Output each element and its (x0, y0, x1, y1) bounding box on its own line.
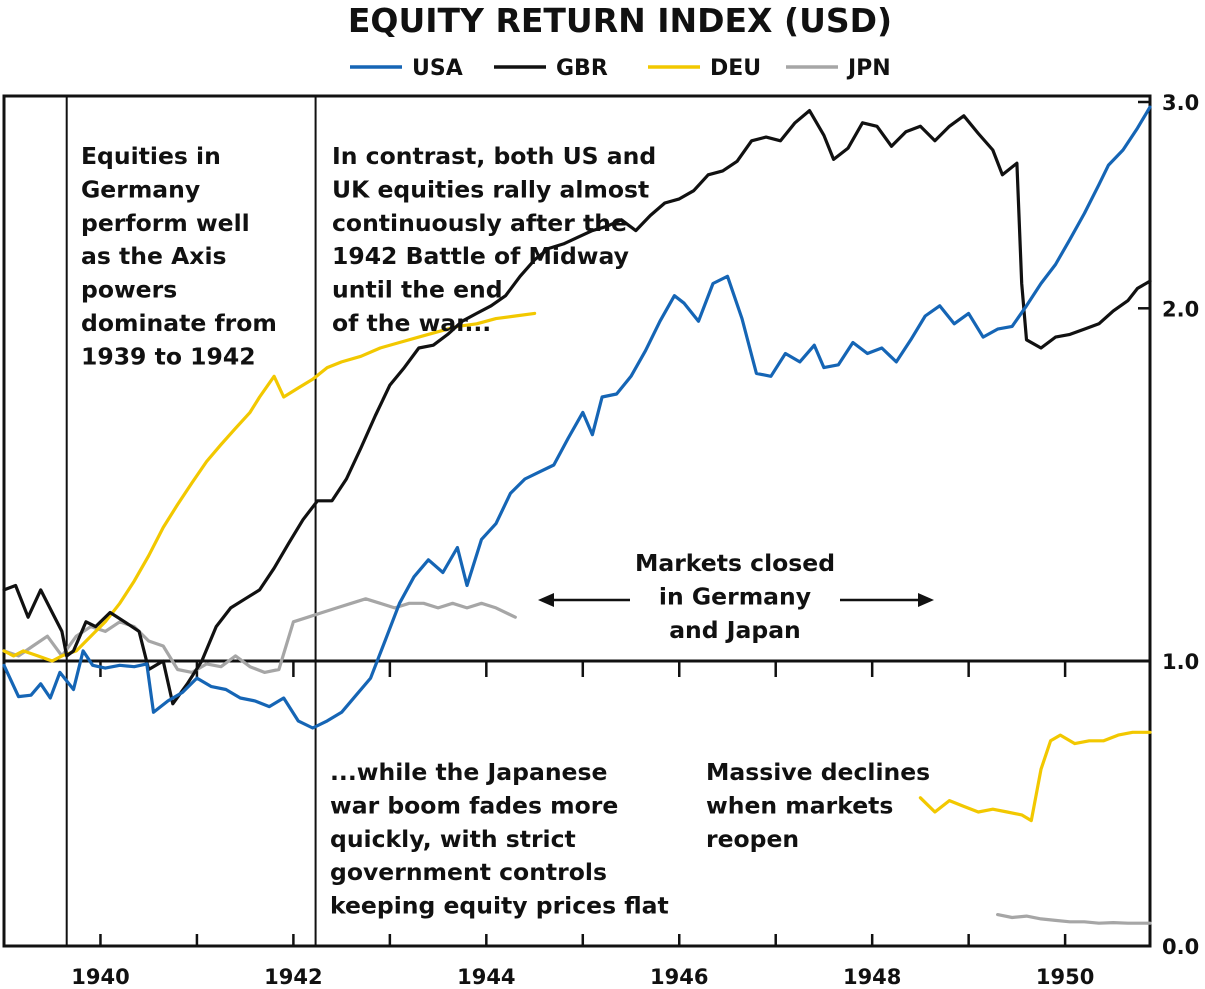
x-tick-label-1946: 1946 (650, 965, 708, 989)
markets-closed-note-line-3: and Japan (669, 616, 801, 644)
japan-boom-note: ...while the Japanese war boom fades more… (330, 758, 669, 920)
x-tick-label-1944: 1944 (457, 965, 515, 989)
markets-closed-arrows (538, 593, 934, 607)
y-tick-label-1.0: 1.0 (1162, 650, 1199, 674)
massive-declines-note-line-2: when markets (706, 791, 893, 819)
axis-powers-note-line-7: 1939 to 1942 (81, 342, 256, 370)
right-arrow-head (918, 593, 934, 607)
legend-label-usa: USA (412, 56, 463, 81)
japan-boom-note-line-2: war boom fades more (330, 791, 618, 819)
legend-label-jpn: JPN (846, 56, 891, 81)
japan-boom-note-line-5: keeping equity prices flat (330, 892, 669, 920)
rally-note-line-3: continuously after the (332, 209, 627, 237)
legend-label-deu: DEU (710, 56, 761, 81)
series-line-usa (2, 105, 1152, 730)
chart-title: EQUITY RETURN INDEX (USD) (348, 1, 892, 40)
legend-label-gbr: GBR (556, 56, 608, 81)
axis-powers-note-line-5: powers (81, 276, 177, 304)
axes: 1940 1942 1944 1946 1948 1950 0.0 1.0 2.0 3.0 (71, 91, 1199, 989)
y-tick-label-3.0: 3.0 (1162, 91, 1199, 115)
axis-powers-note: Equities in Germany perform well as the Axi… (81, 142, 277, 370)
annotations: Equities in Germany perform well as the Axi… (81, 142, 930, 920)
japan-boom-note-line-1: ...while the Japanese (330, 758, 607, 786)
legend: USA GBR DEU JPN (350, 56, 891, 81)
axis-powers-note-line-2: Germany (81, 175, 200, 203)
axis-powers-note-line-6: dominate from (81, 309, 277, 337)
massive-declines-note-line-3: reopen (706, 825, 799, 853)
series-line-deu-after-reopening (918, 730, 1152, 823)
rally-note-line-6: of the war... (332, 309, 491, 337)
rally-note: In contrast, both US and UK equities rall… (332, 142, 656, 337)
massive-declines-note: Massive declines when markets reopen (706, 758, 930, 853)
axis-powers-note-line-4: as the Axis (81, 242, 227, 270)
axis-powers-note-line-3: perform well (81, 209, 250, 237)
x-tick-label-1948: 1948 (843, 965, 901, 989)
japan-boom-note-line-3: quickly, with strict (330, 825, 576, 853)
rally-note-line-4: 1942 Battle of Midway (332, 242, 629, 270)
series-line-gbr (2, 108, 1152, 706)
plot-frame (2, 94, 1152, 948)
reference-lines (4, 96, 1150, 946)
series-layer (2, 105, 1152, 925)
y-tick-label-2.0: 2.0 (1162, 297, 1199, 321)
markets-closed-note: Markets closed in Germany and Japan (635, 549, 835, 644)
markets-closed-note-line-2: in Germany (659, 582, 811, 610)
axis-powers-note-line-1: Equities in (81, 142, 221, 170)
x-tick-label-1942: 1942 (264, 965, 322, 989)
series-line-jpn (2, 597, 517, 675)
massive-declines-note-line-1: Massive declines (706, 758, 930, 786)
x-tick-label-1950: 1950 (1036, 965, 1094, 989)
left-arrow-head (538, 593, 554, 607)
rally-note-line-5: until the end (332, 276, 503, 304)
y-tick-label-0.0: 0.0 (1162, 935, 1199, 959)
rally-note-line-2: UK equities rally almost (332, 175, 649, 203)
series-line-jpn-after-reopening (995, 912, 1152, 925)
markets-closed-note-line-1: Markets closed (635, 549, 835, 577)
rally-note-line-1: In contrast, both US and (332, 142, 656, 170)
x-tick-label-1940: 1940 (71, 965, 129, 989)
japan-boom-note-line-4: government controls (330, 858, 607, 886)
